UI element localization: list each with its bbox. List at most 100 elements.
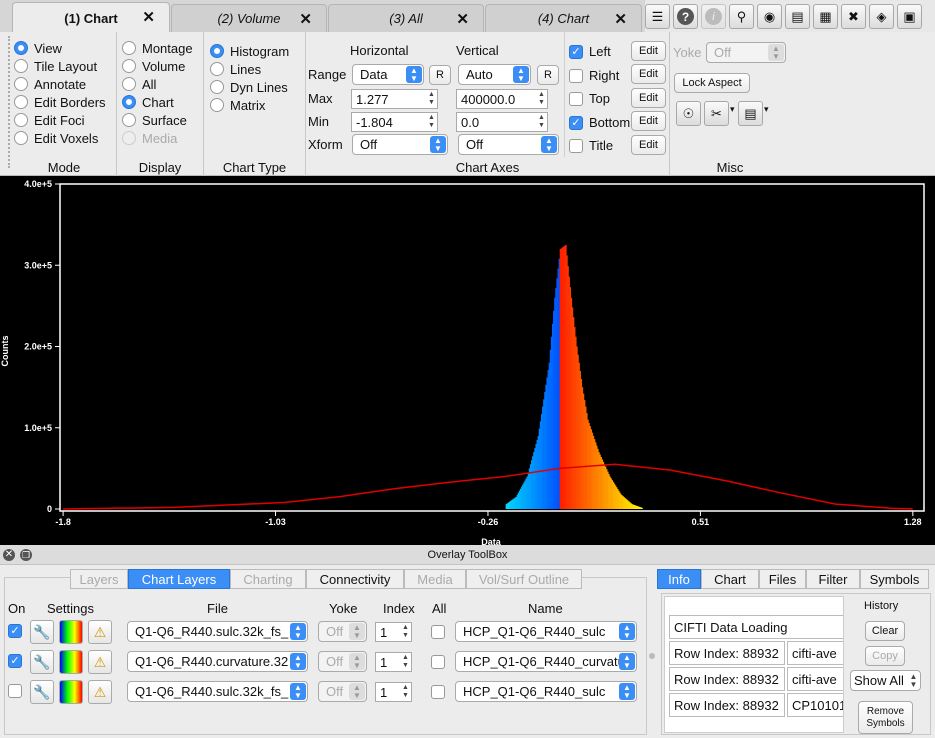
map-name-select[interactable]: HCP_Q1-Q6_R440_sulc ▲ ▼ bbox=[455, 621, 637, 642]
mode-edit-voxels-radio[interactable]: Edit Voxels bbox=[14, 129, 98, 147]
axis-bottom-checkbox[interactable]: ✓ Bottom bbox=[569, 115, 630, 130]
tab-layers[interactable]: Layers bbox=[70, 569, 128, 589]
float-icon[interactable]: ❐ bbox=[20, 549, 32, 561]
warning-icon[interactable]: ⚠ bbox=[88, 620, 112, 644]
warning-icon[interactable]: ⚠ bbox=[88, 680, 112, 704]
tab-info[interactable]: Info bbox=[657, 569, 701, 589]
stepper-icon[interactable]: ▲ ▼ bbox=[402, 654, 409, 669]
tab-chart[interactable]: Chart bbox=[701, 569, 759, 589]
mode-annotate-radio[interactable]: Annotate bbox=[14, 75, 86, 93]
horizontal-range-select[interactable]: Data ▲ ▼ bbox=[352, 64, 424, 85]
remove-symbols-button[interactable]: Remove Symbols bbox=[858, 701, 913, 734]
yoke-select[interactable]: Off ▲ ▼ bbox=[318, 681, 367, 702]
display-media-radio[interactable]: Media bbox=[122, 129, 177, 147]
display-volume-radio[interactable]: Volume bbox=[122, 57, 185, 75]
splitter-handle[interactable] bbox=[649, 653, 655, 659]
document-icon[interactable]: ▤ bbox=[785, 4, 810, 29]
stepper-icon[interactable]: ▲ ▼ bbox=[402, 684, 409, 699]
edit-left-button[interactable]: Edit bbox=[631, 41, 666, 61]
clapperboard-icon[interactable]: ▦ bbox=[813, 4, 838, 29]
display-all-radio[interactable]: All bbox=[122, 75, 156, 93]
vertical-min-spinbox[interactable]: 0.0 ▲ ▼ bbox=[456, 112, 548, 132]
stepper-icon[interactable]: ▲ ▼ bbox=[428, 114, 435, 129]
chart-type-dyn-lines-radio[interactable]: Dyn Lines bbox=[210, 78, 288, 96]
index-spinbox[interactable]: 1 ▲ ▼ bbox=[375, 622, 412, 642]
horizontal-max-spinbox[interactable]: 1.277 ▲ ▼ bbox=[351, 89, 438, 109]
tab-charting[interactable]: Charting bbox=[230, 569, 306, 589]
close-icon[interactable]: ✕ bbox=[614, 11, 627, 28]
vertical-range-select[interactable]: Auto ▲ ▼ bbox=[458, 64, 531, 85]
tab-media[interactable]: Media bbox=[404, 569, 466, 589]
file-select[interactable]: Q1-Q6_R440.curvature.32 ▲ ▼ bbox=[127, 651, 308, 672]
yoke-select[interactable]: Off ▲ ▼ bbox=[318, 651, 367, 672]
vertical-xform-select[interactable]: Off ▲ ▼ bbox=[458, 134, 559, 155]
wrench-icon[interactable]: 🔧 bbox=[30, 620, 54, 644]
ruler-icon[interactable]: ▤ bbox=[738, 101, 763, 126]
lightbulb-icon[interactable]: ☉ bbox=[676, 101, 701, 126]
layer-on-checkbox[interactable] bbox=[8, 684, 28, 698]
tab-2-volume[interactable]: (2) Volume ✕ bbox=[171, 4, 327, 32]
wrench-icon[interactable]: 🔧 bbox=[30, 680, 54, 704]
axis-right-checkbox[interactable]: Right bbox=[569, 68, 619, 83]
clear-button[interactable]: Clear bbox=[865, 621, 905, 641]
tab-1-chart[interactable]: (1) Chart ✕ bbox=[12, 2, 170, 33]
info-text-area[interactable]: CIFTI Data Loading Row Index: 88932 cift… bbox=[664, 596, 844, 733]
movie-camera-icon[interactable]: ◉ bbox=[757, 4, 782, 29]
horizontal-reset-button[interactable]: R bbox=[429, 65, 451, 85]
speech-bubble-icon[interactable]: ☰ bbox=[645, 4, 670, 29]
stepper-icon[interactable]: ▲ ▼ bbox=[538, 91, 545, 106]
close-icon[interactable]: ✕ bbox=[142, 9, 155, 26]
edit-right-button[interactable]: Edit bbox=[631, 64, 666, 84]
file-select[interactable]: Q1-Q6_R440.sulc.32k_fs_ ▲ ▼ bbox=[127, 681, 308, 702]
stepper-icon[interactable]: ▲ ▼ bbox=[402, 624, 409, 639]
chart-view[interactable]: 0 1.0e+5 2.0e+5 3.0e+5 4.0e+5 -1.8 -1.03 -0.26… bbox=[0, 176, 935, 547]
tab-filter[interactable]: Filter bbox=[806, 569, 860, 589]
tab-files[interactable]: Files bbox=[759, 569, 806, 589]
tab-3-all[interactable]: (3) All ✕ bbox=[328, 4, 484, 32]
map-name-select[interactable]: HCP_Q1-Q6_R440_sulc ▲ ▼ bbox=[455, 681, 637, 702]
close-icon[interactable]: ✕ bbox=[3, 549, 15, 561]
all-checkbox[interactable] bbox=[431, 625, 451, 639]
palette-icon[interactable] bbox=[59, 620, 83, 644]
tab-vol-surf-outline[interactable]: Vol/Surf Outline bbox=[466, 569, 582, 589]
mode-edit-foci-radio[interactable]: Edit Foci bbox=[14, 111, 85, 129]
all-checkbox[interactable] bbox=[431, 685, 451, 699]
layers-icon[interactable]: ◈ bbox=[869, 4, 894, 29]
layer-on-checkbox[interactable]: ✓ bbox=[8, 624, 28, 638]
yoke-select[interactable]: Off ▲ ▼ bbox=[318, 621, 367, 642]
chart-type-lines-radio[interactable]: Lines bbox=[210, 60, 261, 78]
warning-icon[interactable]: ⚠ bbox=[88, 650, 112, 674]
horizontal-min-spinbox[interactable]: -1.804 ▲ ▼ bbox=[351, 112, 438, 132]
help-icon[interactable]: ? bbox=[673, 4, 698, 29]
display-montage-radio[interactable]: Montage bbox=[122, 39, 193, 57]
vertical-max-spinbox[interactable]: 400000.0 ▲ ▼ bbox=[456, 89, 548, 109]
copy-button[interactable]: Copy bbox=[865, 646, 905, 666]
wrench-icon[interactable]: 🔧 bbox=[30, 650, 54, 674]
edit-bottom-button[interactable]: Edit bbox=[631, 111, 666, 131]
chevron-down-icon[interactable]: ▾ bbox=[730, 104, 735, 114]
chevron-down-icon[interactable]: ▾ bbox=[764, 104, 769, 114]
vertical-reset-button[interactable]: R bbox=[537, 65, 559, 85]
tab-chart-layers[interactable]: Chart Layers bbox=[128, 569, 230, 589]
index-spinbox[interactable]: 1 ▲ ▼ bbox=[375, 652, 412, 672]
mode-view-radio[interactable]: View bbox=[14, 39, 62, 57]
lock-aspect-button[interactable]: Lock Aspect bbox=[674, 73, 750, 93]
layer-on-checkbox[interactable]: ✓ bbox=[8, 654, 28, 668]
crop-icon[interactable]: ✂ bbox=[704, 101, 729, 126]
chart-type-histogram-radio[interactable]: Histogram bbox=[210, 42, 289, 60]
stepper-icon[interactable]: ▲ ▼ bbox=[538, 114, 545, 129]
close-icon[interactable]: ✕ bbox=[456, 11, 469, 28]
tab-4-chart[interactable]: (4) Chart ✕ bbox=[485, 4, 642, 32]
stepper-icon[interactable]: ▲ ▼ bbox=[428, 91, 435, 106]
palette-icon[interactable] bbox=[59, 680, 83, 704]
file-select[interactable]: Q1-Q6_R440.sulc.32k_fs_ ▲ ▼ bbox=[127, 621, 308, 642]
edit-title-button[interactable]: Edit bbox=[631, 135, 666, 155]
tab-connectivity[interactable]: Connectivity bbox=[306, 569, 404, 589]
tools-icon[interactable]: ✖ bbox=[841, 4, 866, 29]
toolbox-icon[interactable]: ▣ bbox=[897, 4, 922, 29]
all-checkbox[interactable] bbox=[431, 655, 451, 669]
chart-type-matrix-radio[interactable]: Matrix bbox=[210, 96, 265, 114]
yoke-select[interactable]: Off ▲ ▼ bbox=[706, 42, 786, 63]
pin-icon[interactable]: ⚲ bbox=[729, 4, 754, 29]
axis-left-checkbox[interactable]: ✓ Left bbox=[569, 44, 611, 59]
